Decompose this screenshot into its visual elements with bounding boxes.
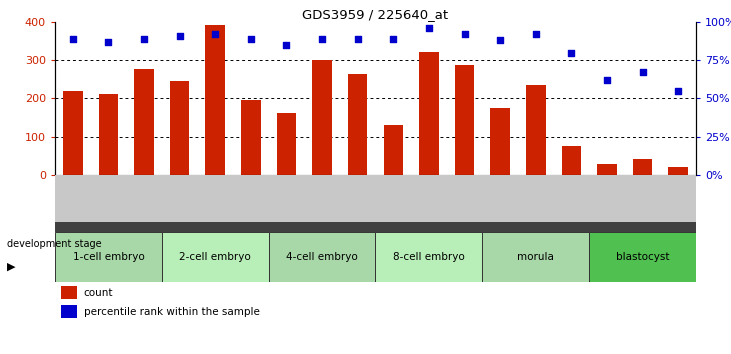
- Bar: [170, 80, 189, 175]
- Bar: [205, 25, 225, 175]
- Point: [387, 36, 399, 42]
- Text: ▶: ▶: [7, 262, 16, 272]
- Point: [352, 36, 363, 42]
- Point: [601, 77, 613, 83]
- Bar: [135, 69, 154, 175]
- Point: [281, 42, 292, 48]
- Bar: [561, 146, 581, 175]
- Text: 8-cell embryo: 8-cell embryo: [393, 252, 465, 262]
- Point: [423, 25, 435, 31]
- Bar: [376, 232, 482, 282]
- Bar: [482, 232, 589, 282]
- Bar: [63, 91, 83, 175]
- Bar: [589, 232, 696, 282]
- Text: count: count: [84, 288, 113, 298]
- Bar: [269, 232, 376, 282]
- Point: [317, 36, 328, 42]
- Bar: [241, 101, 261, 175]
- Point: [673, 88, 684, 94]
- Bar: [419, 52, 439, 175]
- Point: [102, 39, 114, 45]
- Bar: [348, 74, 368, 175]
- Bar: [633, 159, 652, 175]
- Point: [494, 38, 506, 43]
- Bar: [162, 232, 269, 282]
- Text: morula: morula: [518, 252, 554, 262]
- Point: [530, 32, 542, 37]
- Text: blastocyst: blastocyst: [616, 252, 670, 262]
- Bar: [526, 85, 545, 175]
- Bar: [491, 108, 510, 175]
- Text: percentile rank within the sample: percentile rank within the sample: [84, 307, 260, 316]
- Bar: [61, 305, 77, 318]
- Text: development stage: development stage: [7, 240, 102, 250]
- Bar: [55, 232, 162, 282]
- Bar: [99, 94, 118, 175]
- Bar: [455, 65, 474, 175]
- Point: [138, 36, 150, 42]
- Bar: [668, 167, 688, 175]
- Point: [637, 70, 648, 75]
- Bar: [312, 60, 332, 175]
- Bar: [276, 113, 296, 175]
- Point: [174, 33, 186, 39]
- Title: GDS3959 / 225640_at: GDS3959 / 225640_at: [303, 8, 449, 21]
- Point: [245, 36, 257, 42]
- Bar: [384, 125, 403, 175]
- Bar: [597, 164, 617, 175]
- Point: [67, 36, 79, 42]
- Point: [566, 50, 577, 56]
- Text: 1-cell embryo: 1-cell embryo: [72, 252, 144, 262]
- Bar: [61, 286, 77, 299]
- Point: [458, 32, 470, 37]
- Text: 2-cell embryo: 2-cell embryo: [179, 252, 251, 262]
- Text: 4-cell embryo: 4-cell embryo: [287, 252, 358, 262]
- Point: [209, 32, 221, 37]
